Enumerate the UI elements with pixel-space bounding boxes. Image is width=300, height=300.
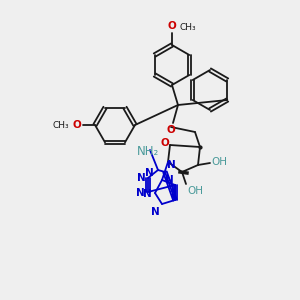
Text: O: O xyxy=(167,125,176,135)
Text: N: N xyxy=(151,207,160,217)
Text: OH: OH xyxy=(187,186,203,196)
Text: O: O xyxy=(168,21,176,31)
Text: CH₃: CH₃ xyxy=(52,121,69,130)
Text: O: O xyxy=(160,138,169,148)
Text: NH₂: NH₂ xyxy=(137,145,159,158)
Text: N: N xyxy=(165,175,174,185)
Text: N: N xyxy=(145,168,154,178)
Text: O: O xyxy=(72,120,81,130)
Text: N: N xyxy=(143,189,152,199)
Text: CH₃: CH₃ xyxy=(180,22,196,32)
Text: N: N xyxy=(167,160,176,170)
Text: OH: OH xyxy=(211,157,227,167)
Text: N: N xyxy=(136,188,145,198)
Text: N: N xyxy=(137,173,146,183)
